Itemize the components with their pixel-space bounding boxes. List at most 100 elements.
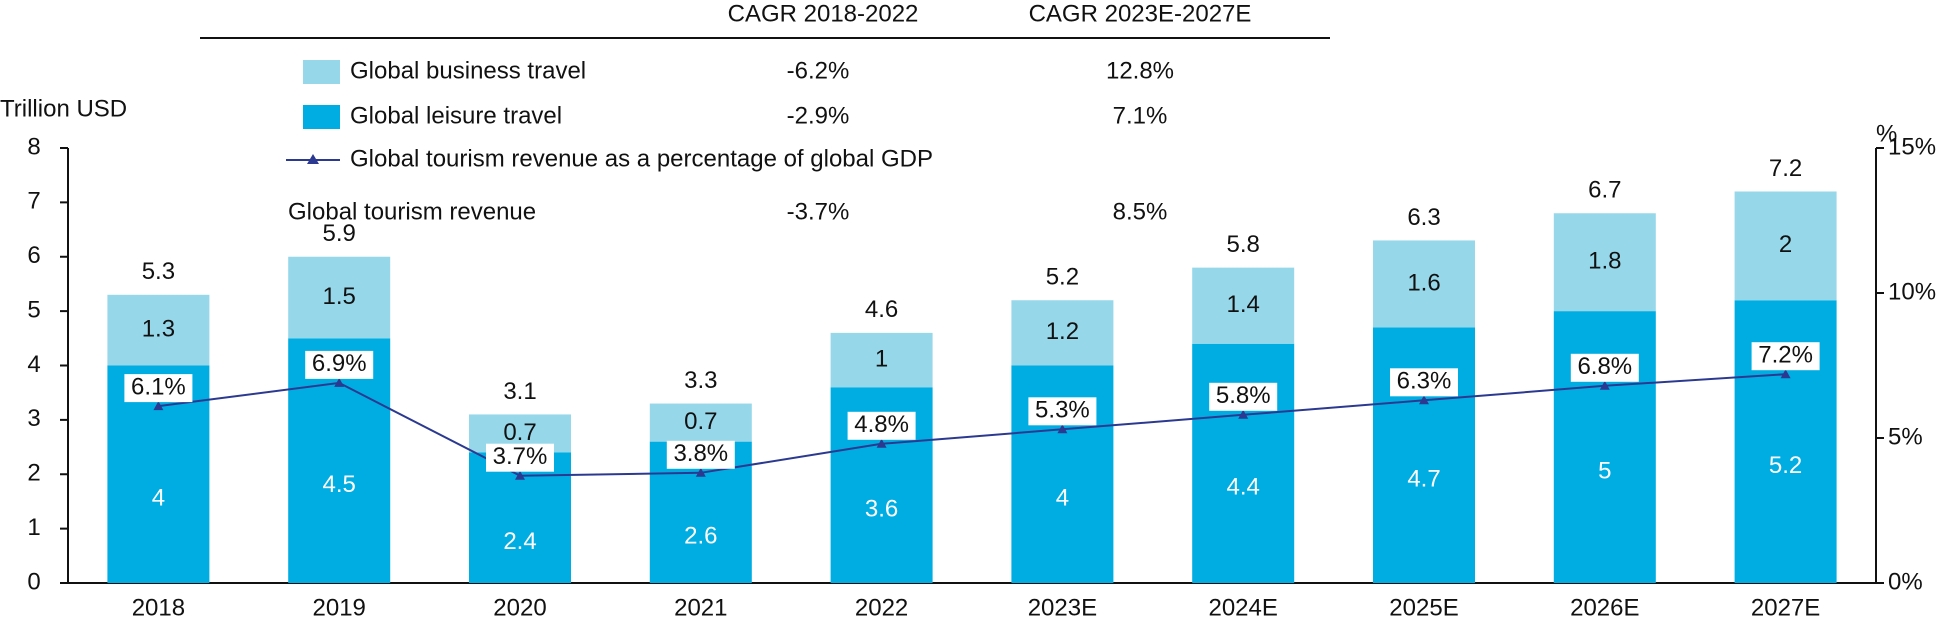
x-tick-label: 2026E <box>1570 594 1639 621</box>
bar-value-label: 4 <box>152 485 165 512</box>
bar-value-label: 2.4 <box>503 528 536 555</box>
legend-label: Global business travel <box>350 57 586 84</box>
bar-segment <box>1553 213 1656 312</box>
cagr-value: 12.8% <box>1106 57 1174 84</box>
bar-value-label: 4 <box>1056 485 1069 512</box>
line-value-label: 6.1% <box>131 373 186 400</box>
x-tick-label: 2027E <box>1751 594 1820 621</box>
y-tick-label: 7 <box>27 188 40 215</box>
line-marker <box>1057 424 1068 434</box>
line-value-label-box: 3.8% <box>666 440 735 469</box>
x-tick-label: 2018 <box>132 594 185 621</box>
bar-segment <box>288 256 391 339</box>
line-marker <box>695 467 706 477</box>
cagr-value: 7.1% <box>1113 102 1168 129</box>
label-background <box>124 374 193 403</box>
line-value-label-box: 6.3% <box>1390 368 1458 397</box>
bar-segment <box>1192 343 1295 583</box>
total-label: 5.8 <box>1227 231 1260 258</box>
y-tick-label: 2 <box>27 460 40 487</box>
bar-value-label: 0.7 <box>503 419 536 446</box>
y2-tick-label: 0% <box>1888 568 1923 595</box>
label-background <box>305 350 374 379</box>
cagr-value: 8.5% <box>1113 198 1168 225</box>
bar-segment <box>1373 240 1475 328</box>
total-label: 3.3 <box>684 367 717 394</box>
cagr-value: -2.9% <box>787 102 850 129</box>
line-value-label: 6.8% <box>1577 353 1632 380</box>
bar-segment <box>1553 311 1656 583</box>
y2-tick-label: 15% <box>1888 133 1936 160</box>
total-label: 5.9 <box>323 220 356 247</box>
label-background <box>1751 342 1820 371</box>
y-tick-label: 1 <box>27 514 40 541</box>
legend-marker <box>307 154 319 164</box>
cagr-value: -3.7% <box>787 198 850 225</box>
bar-value-label: 0.7 <box>684 408 717 435</box>
x-tick-label: 2023E <box>1028 594 1097 621</box>
legend-label: Global tourism revenue <box>288 198 536 225</box>
y-axis-label: Trillion USD <box>0 95 127 122</box>
x-tick-label: 2021 <box>674 594 727 621</box>
bar-value-label: 1.8 <box>1588 248 1621 275</box>
x-tick-label: 2025E <box>1389 594 1458 621</box>
bar-value-label: 2 <box>1779 231 1792 258</box>
line-value-label: 5.8% <box>1216 382 1271 409</box>
line-value-label-box: 7.2% <box>1751 342 1820 371</box>
cagr-header: CAGR 2023E-2027E <box>1029 0 1252 27</box>
y-tick-label: 3 <box>27 405 40 432</box>
line-value-label: 6.3% <box>1397 368 1452 395</box>
y-tick-label: 5 <box>27 296 40 323</box>
line-marker <box>334 377 345 387</box>
bar-value-label: 1.4 <box>1227 291 1260 318</box>
y2-axis-label: % <box>1876 120 1897 147</box>
line-value-label: 4.8% <box>854 411 909 438</box>
bar-segment <box>1734 191 1837 301</box>
line-marker <box>515 470 525 480</box>
line-value-label: 3.8% <box>673 440 728 467</box>
total-label: 6.7 <box>1588 177 1621 204</box>
y-tick-label: 6 <box>27 242 40 269</box>
label-background <box>1390 368 1458 397</box>
line-value-label-box: 6.1% <box>124 373 193 403</box>
bar-value-label: 1.3 <box>142 316 175 343</box>
label-background <box>666 440 735 469</box>
bar-value-label: 1.6 <box>1407 269 1440 296</box>
total-label: 5.2 <box>1046 264 1079 291</box>
bar-value-label: 1 <box>875 345 888 372</box>
bar-segment <box>649 403 752 442</box>
line-marker <box>876 438 887 448</box>
line-value-label-box: 4.8% <box>847 411 916 440</box>
line-value-label: 3.7% <box>493 443 548 470</box>
y2-tick-label: 10% <box>1888 278 1936 305</box>
bar-segment <box>1192 267 1295 344</box>
legend-label: Global leisure travel <box>350 102 562 129</box>
line-value-label: 7.2% <box>1758 342 1813 369</box>
line-marker <box>1419 395 1429 405</box>
bar-segment <box>1011 300 1114 366</box>
line-value-label: 6.9% <box>312 350 367 377</box>
line-value-label-box: 3.7% <box>486 443 554 472</box>
line-value-label-box: 5.8% <box>1209 382 1278 411</box>
line-value-label-box: 5.3% <box>1028 397 1097 426</box>
line-marker <box>1238 409 1249 419</box>
label-background <box>1570 353 1639 382</box>
bar-segment <box>830 332 933 388</box>
x-tick-label: 2022 <box>855 594 908 621</box>
bar-segment <box>1373 327 1475 583</box>
x-tick-label: 2019 <box>313 594 366 621</box>
line <box>158 373 1786 477</box>
bar-value-label: 3.6 <box>865 495 898 522</box>
total-label: 4.6 <box>865 296 898 323</box>
x-tick-label: 2024E <box>1208 594 1277 621</box>
total-label: 6.3 <box>1407 204 1440 231</box>
bar-value-label: 1.2 <box>1046 318 1079 345</box>
legend-swatch <box>303 105 340 129</box>
total-label: 5.3 <box>142 258 175 285</box>
bar-value-label: 1.5 <box>323 283 356 310</box>
legend-label: Global tourism revenue as a percentage o… <box>350 145 933 172</box>
bar-value-label: 4.5 <box>323 471 356 498</box>
legend-swatch <box>303 60 340 84</box>
cagr-value: -6.2% <box>787 57 850 84</box>
